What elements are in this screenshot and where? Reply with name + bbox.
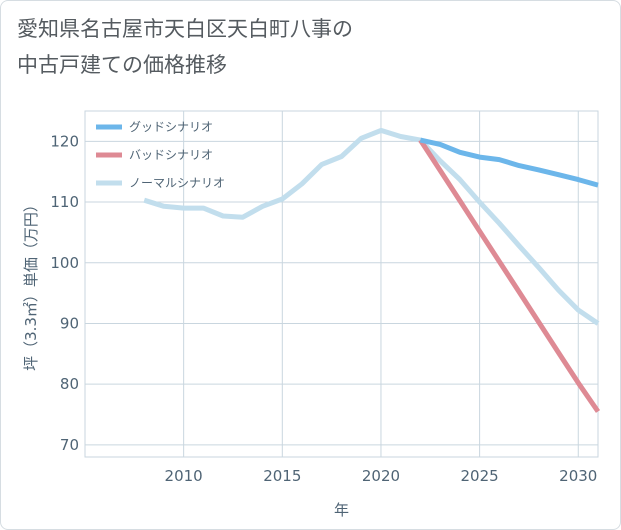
series-line-1 [418,138,601,413]
plot-frame [84,110,599,458]
grid [84,110,599,458]
y-axis-ticks: 70 80 90 100 110 120 [50,132,79,454]
y-tick-label: 80 [60,375,79,393]
legend-label-1: バッドシナリオ [129,148,213,162]
series-lines [143,127,601,413]
legend-label-2: ノーマルシナリオ [129,176,225,190]
y-tick-label: 120 [50,132,79,150]
x-tick-label: 2020 [362,467,400,485]
x-axis-label: 年 [334,501,349,519]
chart-title-line-2: 中古戸建ての価格推移 [17,53,227,77]
series-line-0 [419,137,599,188]
y-tick-label: 90 [60,314,79,332]
y-tick-label: 110 [50,193,79,211]
x-tick-label: 2025 [461,467,499,485]
chart-title-line-1: 愛知県名古屋市天白区天白町八事の [17,17,353,41]
chart-title: 愛知県名古屋市天白区天白町八事の 中古戸建ての価格推移 [17,11,353,83]
series-line-2 [143,127,600,326]
x-tick-label: 2015 [263,467,301,485]
x-axis-ticks: 2010 2015 2020 2025 2030 [165,467,598,485]
y-tick-label: 100 [50,254,79,272]
y-axis-label: 坪（3.3㎡）単価（万円） [22,197,40,371]
legend-label-0: グッドシナリオ [129,120,213,134]
y-tick-label: 70 [60,436,79,454]
x-tick-label: 2010 [165,467,203,485]
x-tick-label: 2030 [559,467,597,485]
